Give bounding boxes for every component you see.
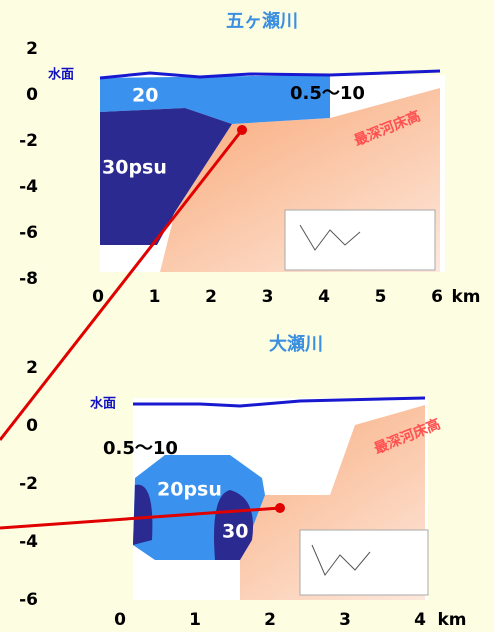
unit-label: km [437, 610, 466, 630]
panel-2: 大瀬川 水面 20psu 0.5〜10 30 最深河床高 [90, 333, 443, 600]
label: 30psu [102, 157, 167, 179]
unit-label: km [451, 287, 480, 307]
y-tick-label: 2 [26, 39, 38, 59]
salinity-zone [100, 75, 330, 124]
x-tick-label: 6 [431, 287, 443, 307]
inset [299, 529, 429, 596]
water-surface [133, 396, 426, 408]
label: 0.5〜10 [103, 438, 178, 459]
panel-1: 五ヶ瀬川 水面 20 0.5〜10 30psu 最深河床高 [48, 11, 445, 272]
y-tick-label: -4 [19, 177, 38, 197]
x-tick-label: 5 [375, 287, 387, 307]
title: 大瀬川 [269, 333, 323, 355]
pointer-dot [275, 503, 285, 513]
y-tick-label: 0 [26, 416, 38, 436]
y-tick-label: -2 [19, 131, 38, 151]
label: 20psu [157, 479, 222, 501]
inset [284, 209, 436, 271]
salinity-zone [100, 108, 232, 245]
y-tick-label: 2 [26, 358, 38, 378]
salinity-zone [214, 490, 254, 560]
y-tick-label: 0 [26, 85, 38, 105]
water-surface [99, 69, 441, 80]
x-tick-label: 2 [205, 287, 217, 307]
x-tick-label: 1 [189, 610, 201, 630]
x-tick-label: 4 [414, 610, 426, 630]
label: 0.5〜10 [290, 83, 365, 104]
x-tick-label: 4 [318, 287, 330, 307]
x-tick-label: 3 [262, 287, 274, 307]
title: 五ヶ瀬川 [226, 11, 298, 32]
x-tick-label: 1 [149, 287, 161, 307]
x-tick-label: 0 [92, 287, 104, 307]
salinity-zone [133, 484, 153, 545]
pointer-dot [237, 125, 247, 135]
y-tick-label: -6 [19, 223, 38, 243]
pointer-line [0, 506, 281, 530]
y-tick-label: -2 [19, 474, 38, 494]
label: 水面 [90, 396, 116, 412]
inset-line [311, 544, 371, 576]
pointer-line [0, 129, 244, 441]
y-tick-label: -6 [19, 590, 38, 610]
y-tick-label: -8 [19, 269, 38, 289]
inset-line [299, 224, 361, 251]
label: 30 [222, 521, 248, 543]
x-tick-label: 2 [264, 610, 276, 630]
label: 水面 [48, 67, 74, 83]
x-tick-label: 3 [339, 610, 351, 630]
label: 20 [132, 85, 158, 107]
y-tick-label: -4 [19, 532, 38, 552]
x-tick-label: 0 [114, 610, 126, 630]
